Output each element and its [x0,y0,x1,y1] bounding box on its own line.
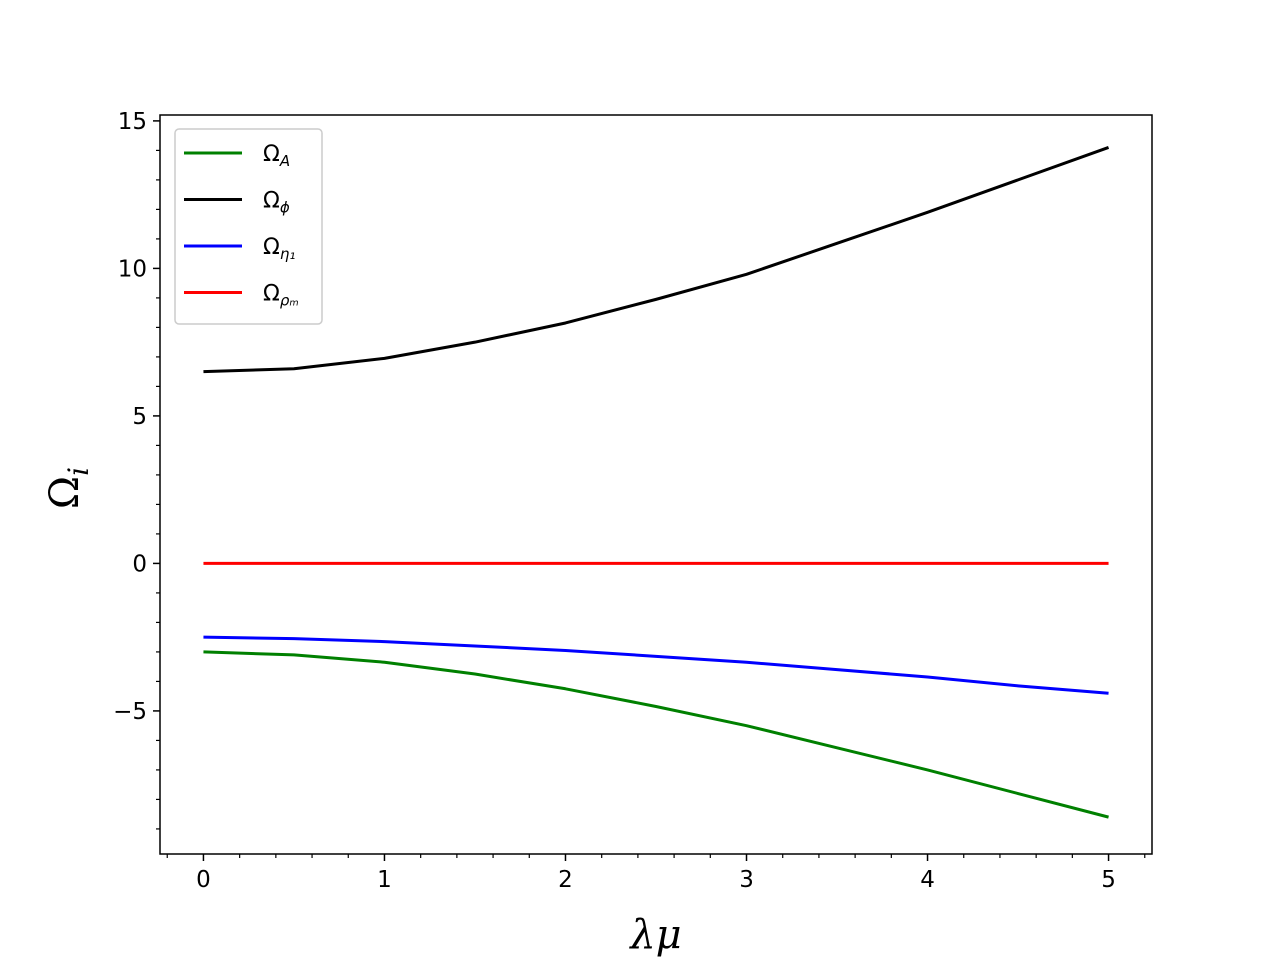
x-tick-label: 5 [1101,867,1116,893]
axes-frame [159,114,1153,855]
y-axis-label-sub: i [62,467,95,476]
x-tick-label: 0 [196,867,211,893]
y-tick-label: 5 [132,404,147,430]
legend-box [174,128,323,325]
x-tick-label: 4 [920,867,935,893]
legend-label-3: Ωρₘ [263,282,299,310]
series-line-0 [203,650,1109,819]
legend: ΩA Ωϕ Ωη₁ Ωρₘ [174,128,323,325]
svg-text:Ωi: Ωi [42,467,95,509]
x-tick-label: 2 [558,867,573,893]
x-axis-label: λμ [628,912,681,958]
legend-label-2: Ωη₁ [263,235,295,263]
y-tick-label: 15 [118,109,147,135]
series-line-2 [203,635,1109,695]
y-tick-label: 0 [132,551,147,577]
y-axis-label: Ωi [42,467,95,509]
legend-label-0: ΩA [263,142,290,170]
y-axis: −5 0 5 10 15 [113,109,160,830]
series-layer [203,146,1110,819]
legend-label-1: Ωϕ [263,189,290,217]
x-tick-label: 3 [739,867,754,893]
series-line-1 [203,146,1110,374]
x-tick-label: 1 [377,867,392,893]
x-axis: 0 1 2 3 4 5 [166,854,1146,893]
y-tick-label: −5 [113,699,147,725]
y-tick-label: 10 [118,256,147,282]
y-axis-label-main: Ω [42,476,88,509]
